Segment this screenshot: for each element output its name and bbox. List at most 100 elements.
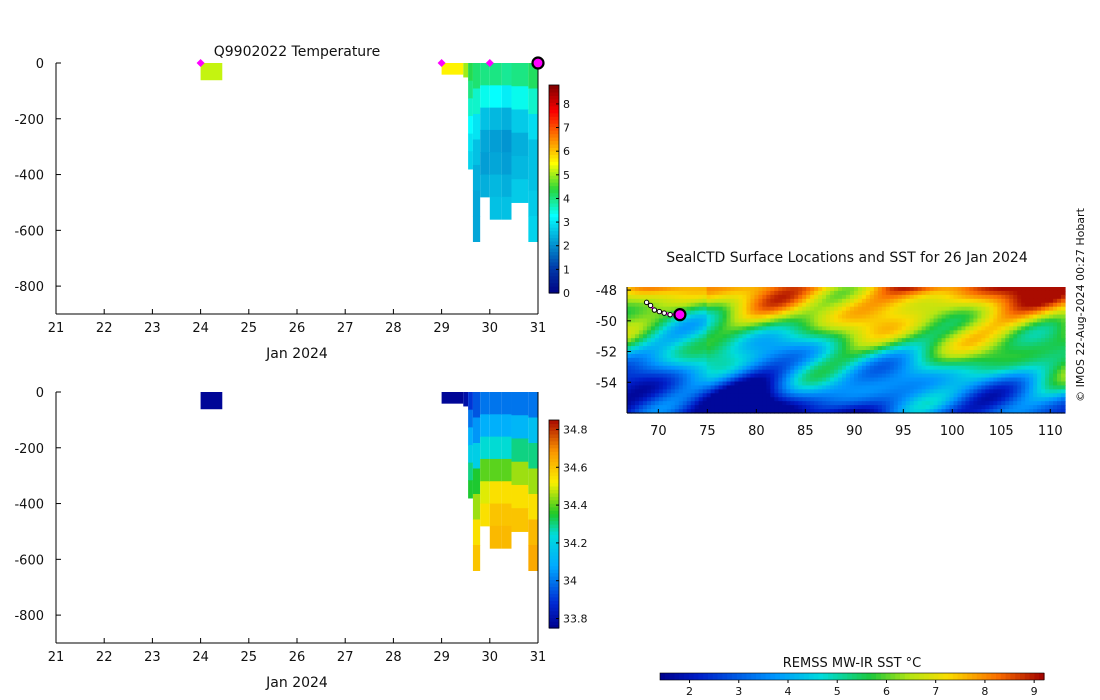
- sst-cell: [682, 389, 688, 394]
- colorbar-segment: [549, 206, 559, 211]
- sst-cell: [917, 310, 923, 316]
- sst-cell: [646, 393, 652, 398]
- sst-cell: [654, 294, 660, 300]
- sst-cell: [778, 373, 783, 379]
- sst-cell: [1049, 294, 1054, 300]
- sst-cell: [810, 334, 815, 339]
- sst-cell: [722, 389, 728, 394]
- sst-cell: [690, 401, 696, 406]
- sst-cell: [913, 306, 919, 312]
- sst-cell: [627, 306, 632, 312]
- sst-cell: [714, 365, 720, 371]
- sst-cell: [1057, 377, 1062, 383]
- sst-cell: [678, 385, 684, 390]
- sst-cell: [937, 361, 943, 367]
- sst-cell: [945, 322, 951, 327]
- sst-cell: [1021, 290, 1026, 296]
- sst-cell: [758, 318, 763, 324]
- sst-colorbar-segment: [751, 673, 757, 680]
- sst-cell: [929, 334, 935, 339]
- sst-cell: [690, 298, 696, 304]
- sst-cell: [782, 298, 787, 304]
- sst-cell: [897, 287, 903, 292]
- sst-cell: [917, 369, 923, 375]
- sst-cell: [961, 314, 967, 320]
- sst-cell: [730, 357, 736, 363]
- sst-cell: [702, 306, 708, 312]
- sst-cell: [786, 385, 791, 390]
- sst-cell: [770, 361, 775, 367]
- sst-cell: [786, 326, 791, 331]
- sst-cell: [842, 326, 847, 331]
- sst-cell: [838, 377, 843, 383]
- sst-cell: [818, 298, 823, 304]
- data-cell: [472, 164, 481, 191]
- sst-cell: [861, 385, 867, 390]
- colorbar-segment: [549, 492, 559, 497]
- sst-cell: [638, 338, 644, 343]
- sst-cell: [710, 338, 716, 343]
- sst-cell: [881, 385, 887, 390]
- sst-cell: [710, 342, 716, 347]
- sst-cell: [885, 353, 891, 359]
- sst-cell: [885, 377, 891, 383]
- sst-cell: [706, 353, 712, 359]
- sst-cell: [766, 338, 771, 343]
- sst-cell: [933, 381, 939, 387]
- sst-cell: [830, 314, 835, 320]
- sst-cell: [746, 302, 752, 308]
- sst-cell: [857, 381, 863, 387]
- sst-cell: [961, 306, 967, 312]
- sst-cell: [1041, 290, 1046, 296]
- sst-cell: [690, 381, 696, 387]
- sst-cell: [730, 318, 736, 324]
- colorbar-segment: [549, 475, 559, 480]
- sst-cell: [730, 397, 736, 402]
- data-cell: [511, 484, 529, 509]
- sst-cell: [770, 290, 775, 296]
- sst-cell: [766, 306, 771, 312]
- sst-cell: [937, 330, 943, 335]
- data-cell: [200, 63, 223, 81]
- sst-cell: [933, 385, 939, 390]
- colorbar-segment: [549, 537, 559, 542]
- sst-cell: [1025, 357, 1030, 363]
- sst-cell: [678, 357, 684, 363]
- sst-cell: [945, 350, 951, 355]
- sst-cell: [941, 298, 947, 304]
- sst-cell: [969, 381, 975, 387]
- sst-cell: [1061, 298, 1066, 304]
- sst-cell: [901, 334, 907, 339]
- sst-cell: [802, 314, 807, 320]
- sst-cell: [758, 290, 763, 296]
- sst-cell: [826, 361, 831, 367]
- sst-cell: [742, 393, 748, 398]
- sst-cell: [1009, 298, 1014, 304]
- sst-cell: [949, 361, 955, 367]
- sst-cell: [710, 306, 716, 312]
- sst-cell: [1017, 318, 1022, 324]
- sst-cell: [754, 401, 759, 406]
- sst-cell: [742, 330, 748, 335]
- sst-cell: [718, 401, 724, 406]
- sst-cell: [977, 365, 982, 371]
- sst-cell: [885, 350, 891, 355]
- sst-cell: [794, 334, 799, 339]
- colorbar-segment: [549, 458, 559, 463]
- sst-cell: [754, 381, 759, 387]
- sst-cell: [885, 302, 891, 308]
- sst-cell: [750, 290, 756, 296]
- sst-cell: [778, 326, 783, 331]
- sst-cell: [945, 381, 951, 387]
- sst-cell: [686, 294, 692, 300]
- sst-cell: [957, 401, 963, 406]
- sst-cell: [1049, 310, 1054, 316]
- sst-cell: [802, 342, 807, 347]
- sst-cell: [1053, 385, 1058, 390]
- sst-cell: [634, 306, 640, 312]
- sst-cell: [814, 326, 819, 331]
- sst-cell: [933, 287, 939, 292]
- sst-cell: [810, 369, 815, 375]
- sst-cell: [642, 405, 648, 410]
- sst-cell: [897, 361, 903, 367]
